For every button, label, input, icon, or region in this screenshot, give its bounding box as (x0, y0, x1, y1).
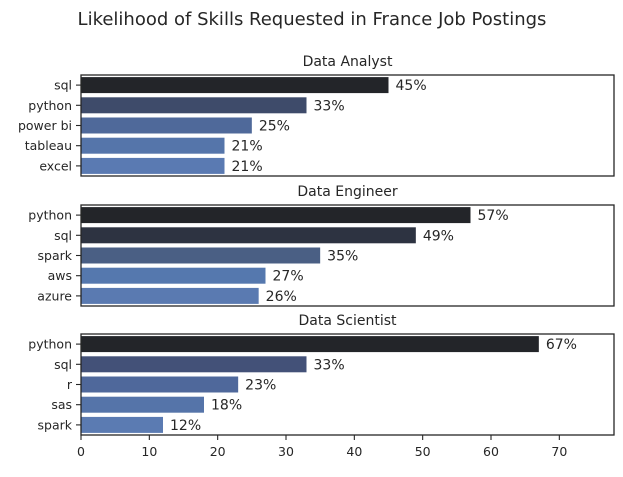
y-tick-label-data-scientist-python: python (28, 337, 72, 352)
value-label-data-engineer-spark: 35% (327, 249, 358, 265)
panel-title-data-scientist: Data Scientist (299, 313, 398, 329)
bar-data-engineer-python (81, 207, 471, 224)
value-label-data-engineer-aws: 27% (273, 269, 304, 285)
panel-data-scientist: Data Scientist 67% python 33% sql 23% r 18% sas 1… (28, 313, 615, 436)
bar-data-engineer-sql (81, 227, 416, 244)
y-tick-label-data-engineer-spark: spark (38, 248, 73, 263)
y-tick-label-data-scientist-r: r (67, 377, 73, 392)
bar-data-analyst-tableau (81, 137, 225, 154)
bar-data-analyst-excel (81, 157, 225, 174)
bar-data-engineer-aws (81, 267, 266, 284)
panel-title-data-analyst: Data Analyst (303, 54, 393, 70)
x-tick-label-20: 20 (210, 444, 226, 459)
y-tick-label-data-scientist-spark: spark (38, 417, 73, 432)
y-tick-label-data-analyst-power-bi: power bi (18, 118, 72, 133)
bar-data-scientist-r (81, 376, 239, 393)
x-tick-label-0: 0 (77, 444, 85, 459)
x-tick-label-30: 30 (278, 444, 294, 459)
value-label-data-analyst-tableau: 21% (232, 139, 263, 155)
x-tick-label-10: 10 (141, 444, 157, 459)
y-tick-label-data-engineer-aws: aws (48, 268, 72, 283)
value-label-data-engineer-python: 57% (478, 208, 509, 224)
y-tick-label-data-analyst-tableau: tableau (25, 138, 72, 153)
value-label-data-analyst-power-bi: 25% (259, 119, 290, 135)
panel-frame-data-engineer (80, 204, 615, 307)
value-label-data-engineer-sql: 49% (423, 228, 454, 244)
bar-data-analyst-python (81, 97, 307, 114)
value-label-data-analyst-excel: 21% (232, 159, 263, 175)
value-label-data-analyst-sql: 45% (396, 78, 427, 94)
bar-data-scientist-sas (81, 396, 204, 413)
x-tick-label-40: 40 (346, 444, 362, 459)
chart-title: Likelihood of Skills Requested in France… (78, 9, 547, 30)
bar-data-engineer-spark (81, 247, 321, 264)
y-tick-label-data-analyst-sql: sql (54, 78, 72, 93)
panel-data-engineer: Data Engineer 57% python 49% sql 35% spark 27% a… (28, 184, 615, 307)
x-tick-label-50: 50 (415, 444, 431, 459)
bar-data-scientist-sql (81, 356, 307, 373)
bar-data-scientist-spark (81, 416, 163, 433)
y-tick-label-data-analyst-python: python (28, 98, 72, 113)
value-label-data-scientist-python: 67% (546, 337, 577, 353)
value-label-data-scientist-spark: 12% (170, 418, 201, 434)
value-label-data-engineer-azure: 26% (266, 289, 297, 305)
panel-frame-data-scientist (80, 333, 615, 436)
y-tick-label-data-analyst-excel: excel (39, 158, 72, 173)
value-label-data-scientist-r: 23% (245, 378, 276, 394)
bar-data-scientist-python (81, 336, 539, 353)
bar-data-engineer-azure (81, 287, 259, 304)
y-tick-label-data-scientist-sql: sql (54, 357, 72, 372)
x-tick-label-60: 60 (483, 444, 499, 459)
bar-data-analyst-sql (81, 77, 389, 94)
value-label-data-analyst-python: 33% (314, 98, 345, 114)
y-tick-label-data-scientist-sas: sas (51, 397, 72, 412)
x-tick-label-70: 70 (551, 444, 567, 459)
y-tick-label-data-engineer-sql: sql (54, 228, 72, 243)
value-label-data-scientist-sas: 18% (211, 398, 242, 414)
panel-frame-data-analyst (80, 74, 615, 177)
y-tick-label-data-engineer-python: python (28, 208, 72, 223)
bar-data-analyst-power-bi (81, 117, 252, 134)
y-tick-label-data-engineer-azure: azure (37, 288, 72, 303)
x-axis: 0 10 20 30 40 50 60 70 (77, 435, 567, 459)
panel-title-data-engineer: Data Engineer (297, 184, 397, 200)
value-label-data-scientist-sql: 33% (314, 357, 345, 373)
